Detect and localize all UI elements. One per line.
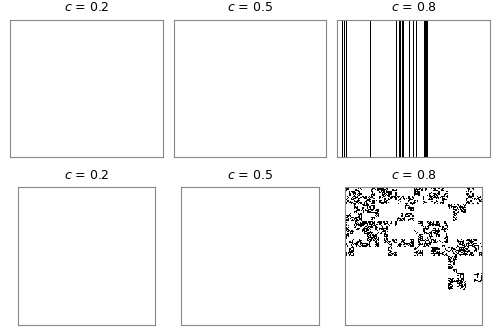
Title: $c$ = 0.2: $c$ = 0.2 xyxy=(64,1,109,14)
Title: $c$ = 0.8: $c$ = 0.8 xyxy=(390,1,436,14)
Title: $c$ = 0.8: $c$ = 0.8 xyxy=(390,169,436,182)
Title: $c$ = 0.2: $c$ = 0.2 xyxy=(64,169,109,182)
Title: $c$ = 0.5: $c$ = 0.5 xyxy=(227,169,273,182)
Title: $c$ = 0.5: $c$ = 0.5 xyxy=(227,1,273,14)
